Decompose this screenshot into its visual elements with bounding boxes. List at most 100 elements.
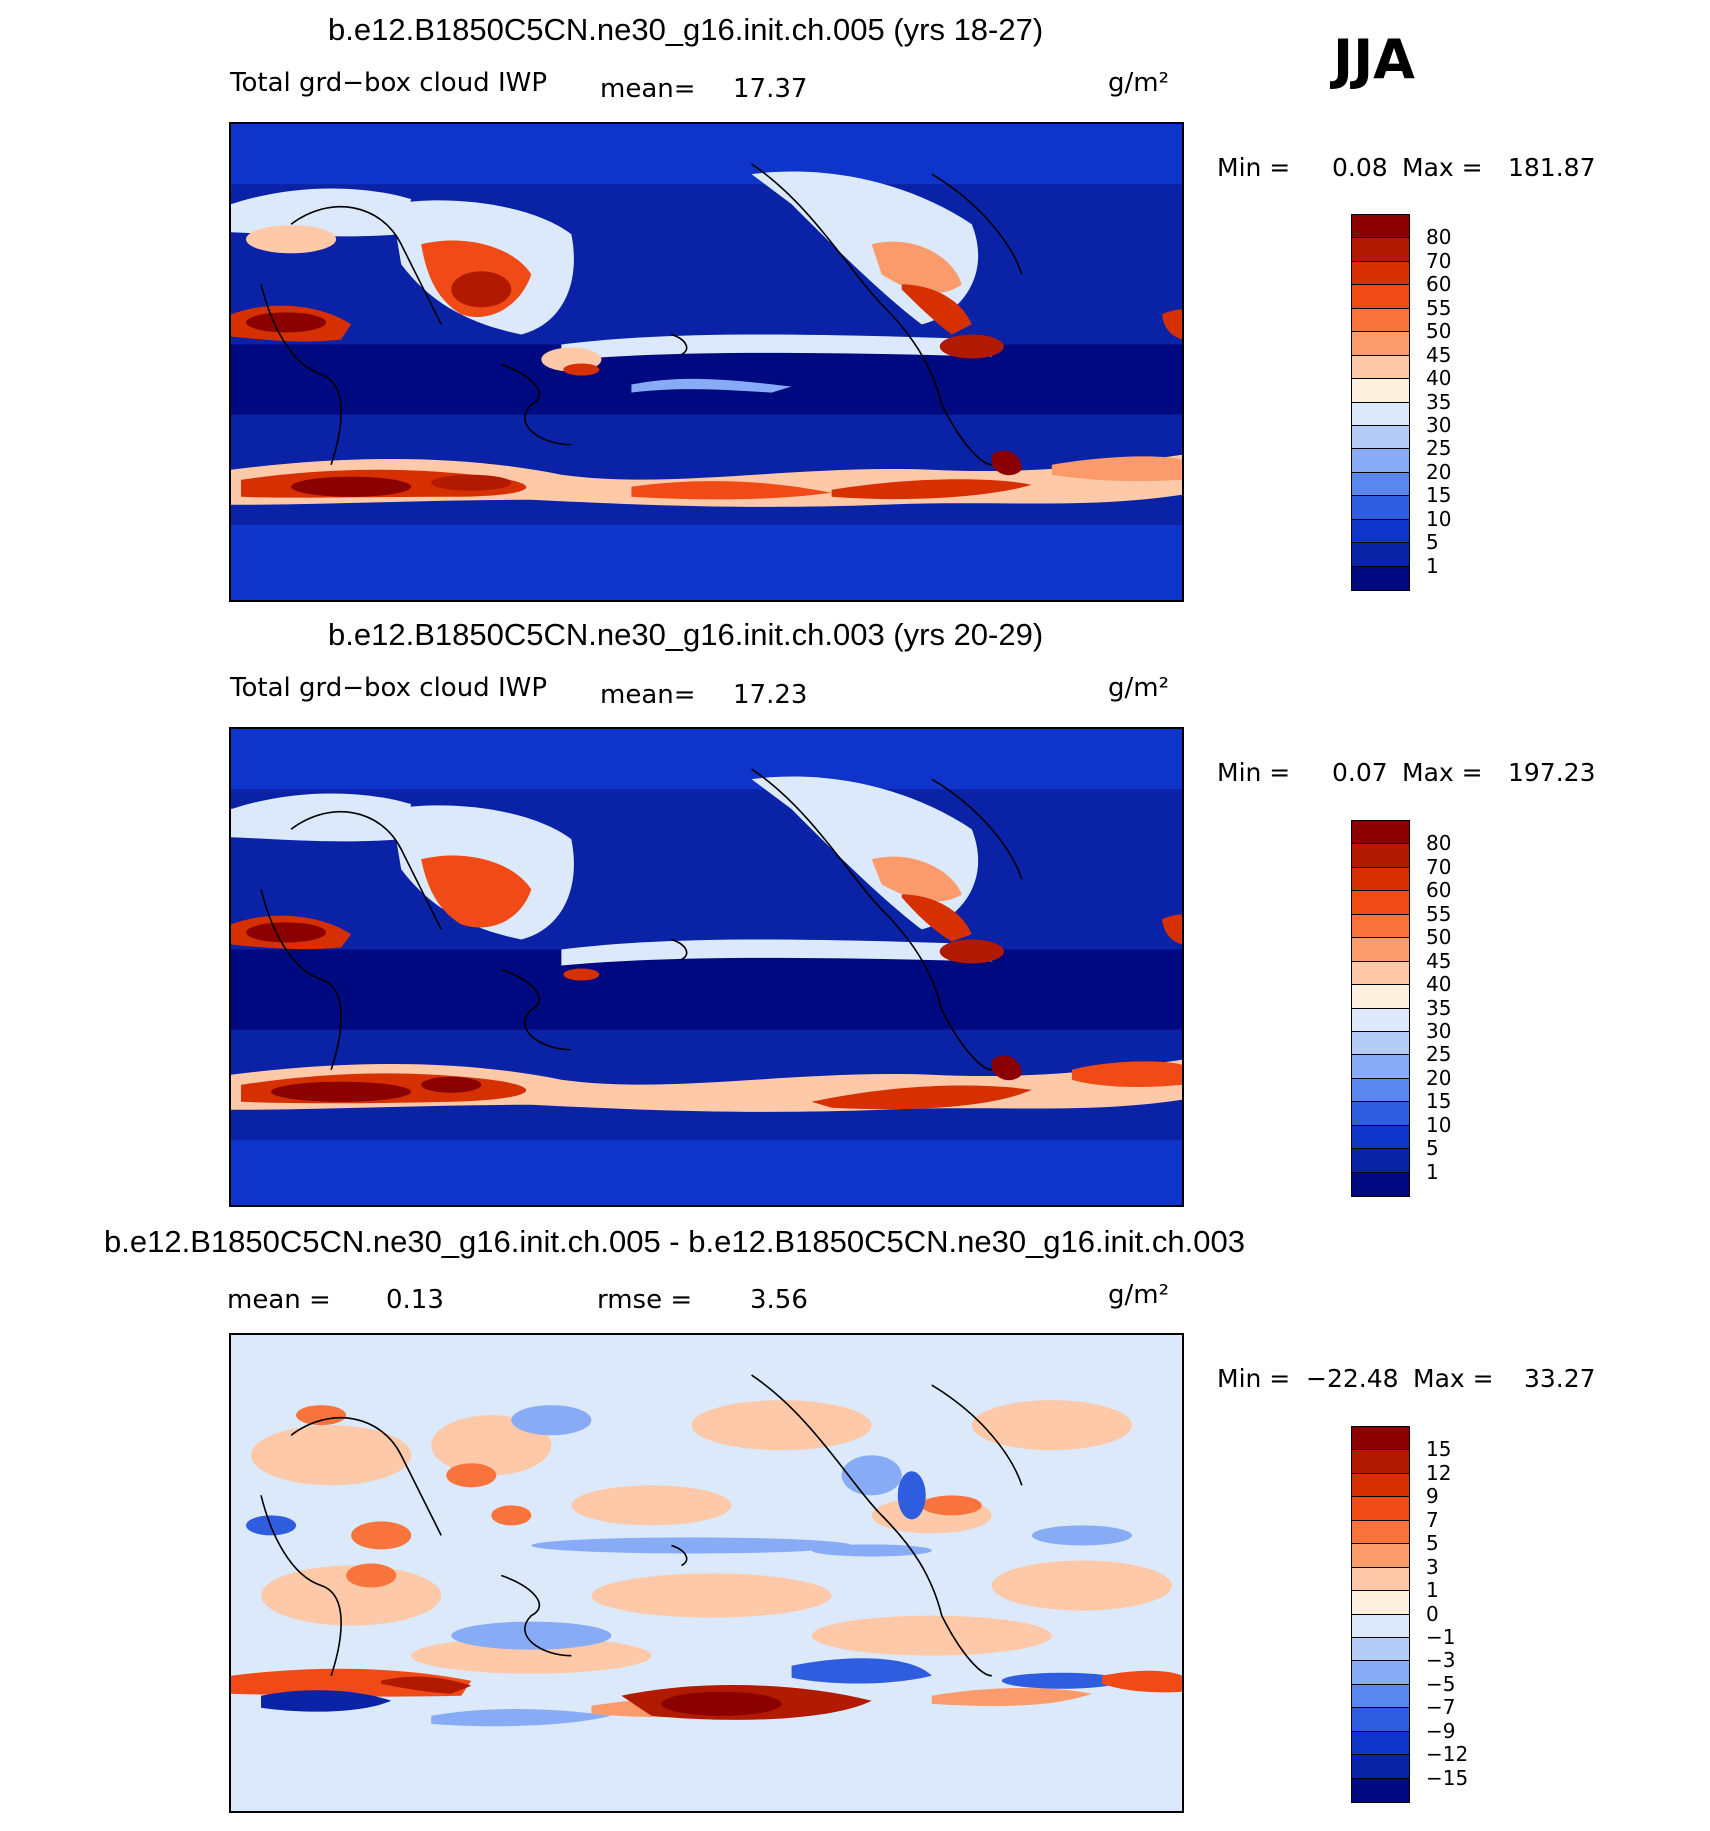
colorbar-swatch [1352,1055,1409,1079]
panel-3-max-value: 33.27 [1524,1364,1596,1393]
panel-2-units: g/m² [1108,673,1170,703]
colorbar-swatch [1352,472,1409,497]
colorbar-swatch [1352,1427,1409,1451]
panel-3-mean-value: 0.13 [386,1285,444,1315]
panel-2-map [229,727,1184,1207]
colorbar-swatch [1352,1637,1409,1662]
colorbar-tick-label: 15 [1426,1089,1452,1114]
panel-2-colorbar-ticks: 80 70 60 55 50 45 40 35 30 25 20 15 10 5 1 [1426,820,1486,1195]
colorbar-tick-label: 45 [1426,342,1452,367]
colorbar-tick-label: 30 [1426,1018,1452,1043]
colorbar-tick-label: 15 [1426,1437,1452,1462]
colorbar-tick-label: 10 [1426,506,1452,531]
colorbar-swatch [1352,519,1409,544]
panel-3-colorbar [1351,1426,1410,1803]
colorbar-swatch [1352,543,1409,567]
colorbar-tick-label: 20 [1426,1065,1452,1090]
colorbar-tick-label: 25 [1426,1042,1452,1067]
colorbar-swatch [1352,844,1409,868]
colorbar-tick-label: 10 [1426,1112,1452,1137]
panel-3-title: b.e12.B1850C5CN.ne30_g16.init.ch.005 - b… [104,1224,1245,1259]
colorbar-tick-label: 15 [1426,483,1452,508]
colorbar-tick-label: 5 [1426,1136,1439,1161]
panel-1-variable: Total grd−box cloud IWP [230,68,548,98]
panel-3-units: g/m² [1108,1280,1170,1310]
colorbar-tick-label: 80 [1426,831,1452,856]
panel-2-max-value: 197.23 [1508,758,1596,787]
colorbar-swatch [1352,402,1409,426]
colorbar-tick-label: 1 [1426,1159,1439,1184]
colorbar-tick-label: 55 [1426,295,1452,320]
season-label: JJA [1333,28,1415,91]
colorbar-tick-label: 0 [1426,1601,1439,1626]
panel-2-title: b.e12.B1850C5CN.ne30_g16.init.ch.003 (yr… [328,617,1044,652]
colorbar-tick-label: 35 [1426,389,1452,414]
colorbar-tick-label: 25 [1426,436,1452,461]
panel-3-max-label: Max = [1413,1364,1494,1393]
colorbar-tick-label: 1 [1426,1578,1439,1603]
colorbar-tick-label: 5 [1426,530,1439,555]
colorbar-swatch [1352,1497,1409,1521]
colorbar-tick-label: −1 [1426,1624,1456,1649]
colorbar-tick-label: 45 [1426,948,1452,973]
colorbar-swatch [1352,496,1409,520]
colorbar-tick-label: 50 [1426,925,1452,950]
panel-2-variable: Total grd−box cloud IWP [230,673,548,703]
colorbar-swatch [1352,261,1409,286]
colorbar-tick-label: 70 [1426,248,1452,273]
colorbar-tick-label: 50 [1426,319,1452,344]
colorbar-swatch [1352,332,1409,356]
colorbar-tick-label: −5 [1426,1671,1456,1696]
colorbar-swatch [1352,1078,1409,1103]
panel-3-colorbar-ticks: 15 12 9 7 5 3 1 0 −1 −3 −5 −7 −9 −12 −15 [1426,1426,1486,1801]
colorbar-swatch [1352,961,1409,986]
colorbar-swatch [1352,1755,1409,1779]
panel-2-mean-value: 17.23 [733,680,808,710]
colorbar-swatch [1352,985,1409,1009]
panel-1-units: g/m² [1108,68,1170,98]
colorbar-swatch [1352,867,1409,892]
colorbar-tick-label: −12 [1426,1742,1469,1767]
colorbar-tick-label: 7 [1426,1507,1439,1532]
colorbar-tick-label: 35 [1426,995,1452,1020]
panel-1-max-value: 181.87 [1508,153,1596,182]
panel-3-min-label: Min = [1217,1364,1291,1393]
panel-1-map [229,122,1184,602]
colorbar-tick-label: 5 [1426,1531,1439,1556]
colorbar-swatch [1352,1731,1409,1756]
colorbar-swatch [1352,1520,1409,1545]
colorbar-tick-label: 3 [1426,1554,1439,1579]
colorbar-tick-label: −3 [1426,1648,1456,1673]
panel-2-min-label: Min = [1217,758,1291,787]
panel-3-map [229,1333,1184,1813]
panel-3-mean-label: mean = [227,1285,331,1315]
colorbar-tick-label: 60 [1426,878,1452,903]
colorbar-tick-label: 30 [1426,412,1452,437]
panel-3-min-value: −22.48 [1306,1364,1399,1393]
colorbar-swatch [1352,1125,1409,1150]
colorbar-tick-label: 70 [1426,854,1452,879]
colorbar-swatch [1352,1778,1409,1802]
colorbar-tick-label: 80 [1426,225,1452,250]
panel-3-rmse-label: rmse = [597,1285,693,1315]
colorbar-tick-label: 40 [1426,972,1452,997]
colorbar-swatch [1352,215,1409,239]
colorbar-swatch [1352,1031,1409,1056]
colorbar-swatch [1352,425,1409,450]
panel-1-max-label: Max = [1402,153,1483,182]
colorbar-tick-label: −7 [1426,1695,1456,1720]
colorbar-swatch [1352,1567,1409,1592]
panel-1-min-label: Min = [1217,153,1291,182]
colorbar-swatch [1352,1008,1409,1032]
panel-1-title: b.e12.B1850C5CN.ne30_g16.init.ch.005 (yr… [328,12,1044,47]
colorbar-swatch [1352,566,1409,590]
panel-1-colorbar [1351,214,1410,591]
colorbar-tick-label: 12 [1426,1460,1452,1485]
colorbar-tick-label: 55 [1426,901,1452,926]
colorbar-swatch [1352,821,1409,845]
colorbar-swatch [1352,1172,1409,1196]
colorbar-tick-label: 1 [1426,553,1439,578]
colorbar-tick-label: 60 [1426,272,1452,297]
colorbar-swatch [1352,285,1409,309]
colorbar-swatch [1352,1591,1409,1615]
